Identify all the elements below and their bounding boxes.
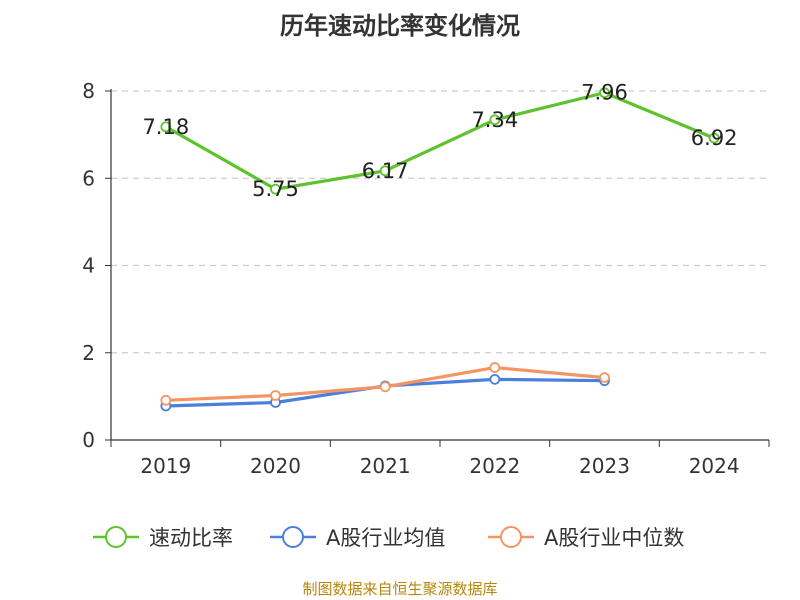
- data-point: [708, 132, 720, 144]
- y-tick-label: 0: [82, 428, 95, 452]
- data-point: [270, 183, 281, 195]
- y-tick-label: 6: [82, 166, 95, 190]
- data-point: [599, 372, 610, 384]
- y-tick-label: 2: [82, 341, 95, 365]
- x-tick-label: 2024: [689, 454, 740, 478]
- x-tick-label: 2020: [250, 454, 301, 478]
- legend-marker: [282, 526, 304, 548]
- x-tick-label: 2019: [140, 454, 191, 478]
- data-point: [270, 390, 281, 401]
- data-label: 6.92: [691, 126, 738, 150]
- data-point: [489, 362, 501, 373]
- legend-marker: [105, 526, 127, 548]
- chart-title: 历年速动比率变化情况: [280, 12, 520, 40]
- y-tick-label: 8: [82, 79, 95, 103]
- data-point: [599, 87, 610, 99]
- x-tick-label: 2021: [360, 454, 411, 478]
- data-label: 7.18: [142, 115, 189, 139]
- data-point: [160, 394, 172, 406]
- legend-label: 速动比率: [149, 526, 233, 550]
- data-point: [489, 114, 501, 126]
- data-point: [379, 165, 391, 177]
- data-label: 7.96: [581, 81, 628, 105]
- x-tick-label: 2023: [579, 454, 630, 478]
- legend-label: A股行业均值: [326, 526, 445, 550]
- y-tick-label: 4: [82, 254, 95, 278]
- data-point: [379, 381, 391, 393]
- data-label: 5.75: [252, 177, 299, 201]
- data-label: 7.34: [471, 108, 518, 132]
- data-label: 6.17: [362, 159, 409, 183]
- x-tick-label: 2022: [469, 454, 520, 478]
- legend-label: A股行业中位数: [544, 526, 684, 550]
- data-point: [160, 121, 172, 133]
- source-note: 制图数据来自恒生聚源数据库: [302, 580, 498, 598]
- data-point: [489, 373, 501, 385]
- series-line: [165, 91, 715, 191]
- legend-marker: [500, 526, 522, 548]
